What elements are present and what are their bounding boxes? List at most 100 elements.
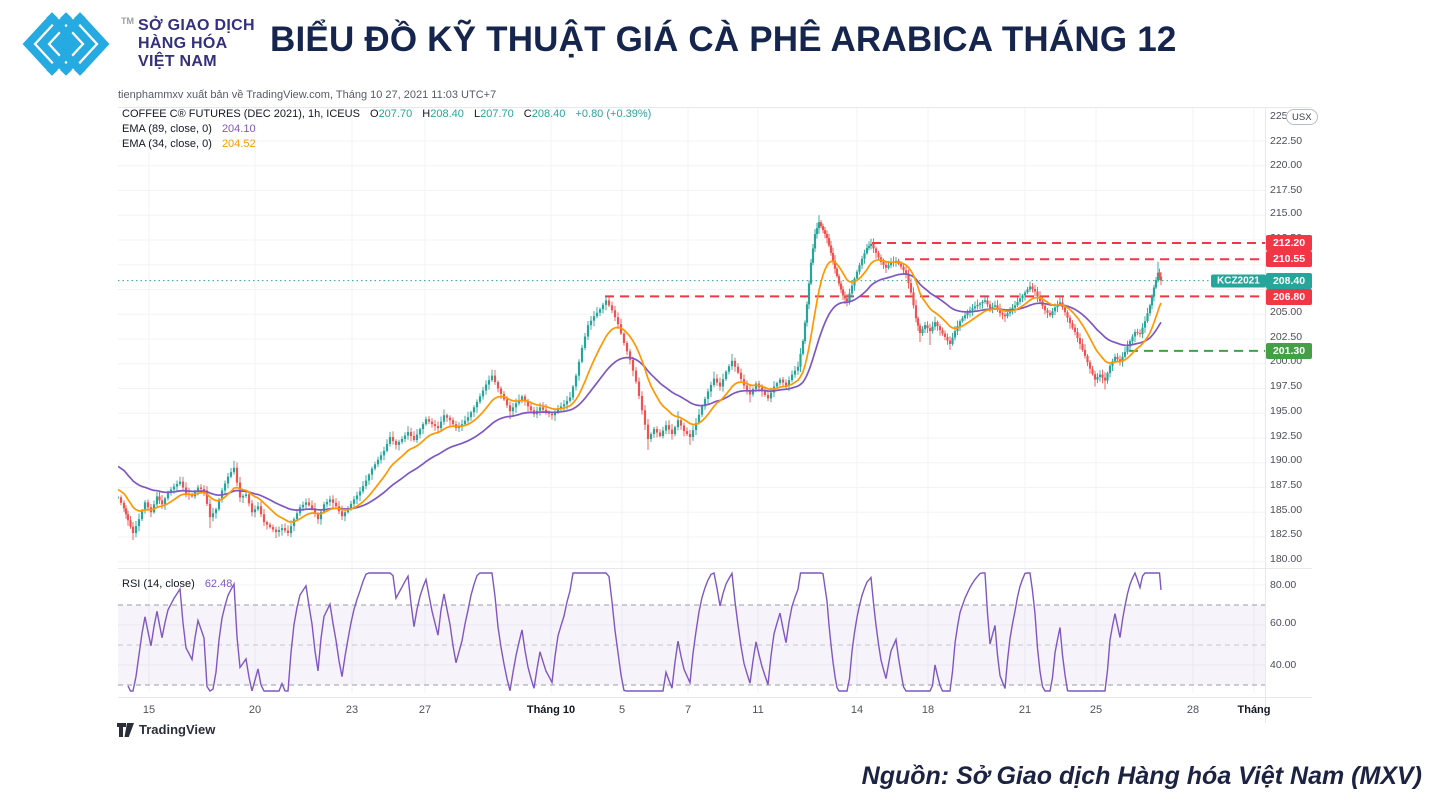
candle-body xyxy=(178,481,182,485)
candle-body xyxy=(418,429,422,435)
candle-body xyxy=(781,379,785,383)
candle-body xyxy=(475,401,479,408)
candle-body xyxy=(766,394,770,399)
candle-body xyxy=(941,330,944,334)
time-tick: 7 xyxy=(684,704,692,716)
candle-body xyxy=(682,425,686,432)
candle-body xyxy=(882,261,885,265)
unit-pill[interactable]: USX xyxy=(1286,109,1318,125)
candle-body xyxy=(430,421,434,425)
candle-body xyxy=(466,417,470,421)
time-axis[interactable]: 15 20 23 27 Tháng 10 5 7 11 14 18 21 25 28 Tháng xyxy=(118,697,1312,724)
price-tick: 222.50 xyxy=(1270,135,1303,147)
candle-body xyxy=(996,305,999,310)
candle-body xyxy=(850,285,854,294)
candle-body xyxy=(902,266,905,271)
price-tick: 190.00 xyxy=(1270,454,1303,466)
candle-body xyxy=(706,391,710,399)
candle-body xyxy=(912,292,915,306)
candle-body xyxy=(349,503,353,509)
candle-body xyxy=(1154,280,1158,288)
high-label: H xyxy=(422,108,431,120)
candle-body xyxy=(727,366,731,372)
candle-body xyxy=(472,407,476,413)
candle-body xyxy=(978,303,982,305)
candle-body xyxy=(860,258,864,266)
candle-body xyxy=(238,482,242,498)
ema89-value: 204.10 xyxy=(221,123,256,135)
candle-body xyxy=(616,317,620,325)
candle-body xyxy=(1121,356,1124,362)
candle-body xyxy=(869,243,873,246)
candle-body xyxy=(484,384,488,391)
candle-body xyxy=(874,248,878,253)
ema89-line[interactable] xyxy=(118,273,1162,511)
candle-body xyxy=(379,455,383,460)
candle-body xyxy=(625,342,629,352)
candle-body xyxy=(676,420,680,428)
tradingview-footer: TradingView xyxy=(117,722,215,737)
candle-body xyxy=(872,243,875,249)
candle-body xyxy=(172,486,176,490)
candle-body xyxy=(382,450,386,456)
candle-body xyxy=(829,245,833,253)
price-axis[interactable]: 225.00222.50220.00217.50215.00212.50210.… xyxy=(1266,107,1312,697)
trademark-symbol: TM xyxy=(121,16,134,26)
candle-body xyxy=(310,505,314,509)
candle-body xyxy=(943,333,947,338)
candle-body xyxy=(490,375,494,381)
candle-body xyxy=(469,412,473,418)
candle-body xyxy=(556,408,560,412)
candle-body xyxy=(235,467,239,483)
candle-body xyxy=(208,503,212,518)
candle-body xyxy=(1159,276,1163,281)
candle-body xyxy=(283,528,287,531)
chart-canvas[interactable] xyxy=(118,108,1265,697)
candle-body xyxy=(839,283,843,290)
candle-body xyxy=(226,476,230,484)
candle-body xyxy=(370,468,374,475)
candle-body xyxy=(775,383,779,387)
candle-body xyxy=(577,361,581,376)
candle-body xyxy=(991,306,994,309)
time-tick: 27 xyxy=(418,704,432,716)
candle-body xyxy=(933,322,937,327)
candle-body xyxy=(256,506,260,510)
candle-body xyxy=(304,502,308,505)
candle-body xyxy=(813,234,817,249)
candle-body xyxy=(807,283,811,305)
candle-body xyxy=(916,318,920,326)
price-badge: 208.40 xyxy=(1266,273,1312,289)
candle-body xyxy=(196,487,200,492)
candle-body xyxy=(751,388,755,395)
candle-body xyxy=(155,496,159,505)
candle-body xyxy=(538,407,542,411)
candle-body xyxy=(325,501,329,505)
candle-body xyxy=(571,386,575,398)
candle-body xyxy=(163,498,167,505)
candle-body xyxy=(784,382,788,386)
candle-body xyxy=(262,514,266,523)
symbol-name: COFFEE C® FUTURES (DEC 2021), 1h, ICEUS xyxy=(122,108,360,120)
candle-body xyxy=(923,325,927,330)
candle-body xyxy=(448,417,452,421)
candle-body xyxy=(604,300,608,305)
candle-body xyxy=(601,304,605,310)
ema34-line[interactable] xyxy=(118,258,1162,523)
candle-body xyxy=(460,424,464,427)
candle-body xyxy=(845,298,849,302)
ema34-value: 204.52 xyxy=(221,138,256,150)
candle-body xyxy=(976,304,979,307)
rsi-line[interactable] xyxy=(127,571,1162,692)
candle-body xyxy=(451,420,455,425)
candle-body xyxy=(118,497,120,499)
candle-body xyxy=(1113,356,1117,362)
candle-body xyxy=(1031,286,1034,290)
plot-right-border xyxy=(1265,107,1266,723)
symbol-legend: COFFEE C® FUTURES (DEC 2021), 1h, ICEUS … xyxy=(122,108,651,120)
price-tick: 182.50 xyxy=(1270,528,1303,540)
pane-divider[interactable] xyxy=(118,568,1312,569)
candle-body xyxy=(855,271,859,279)
candle-body xyxy=(352,499,356,504)
candle-body xyxy=(796,366,800,371)
